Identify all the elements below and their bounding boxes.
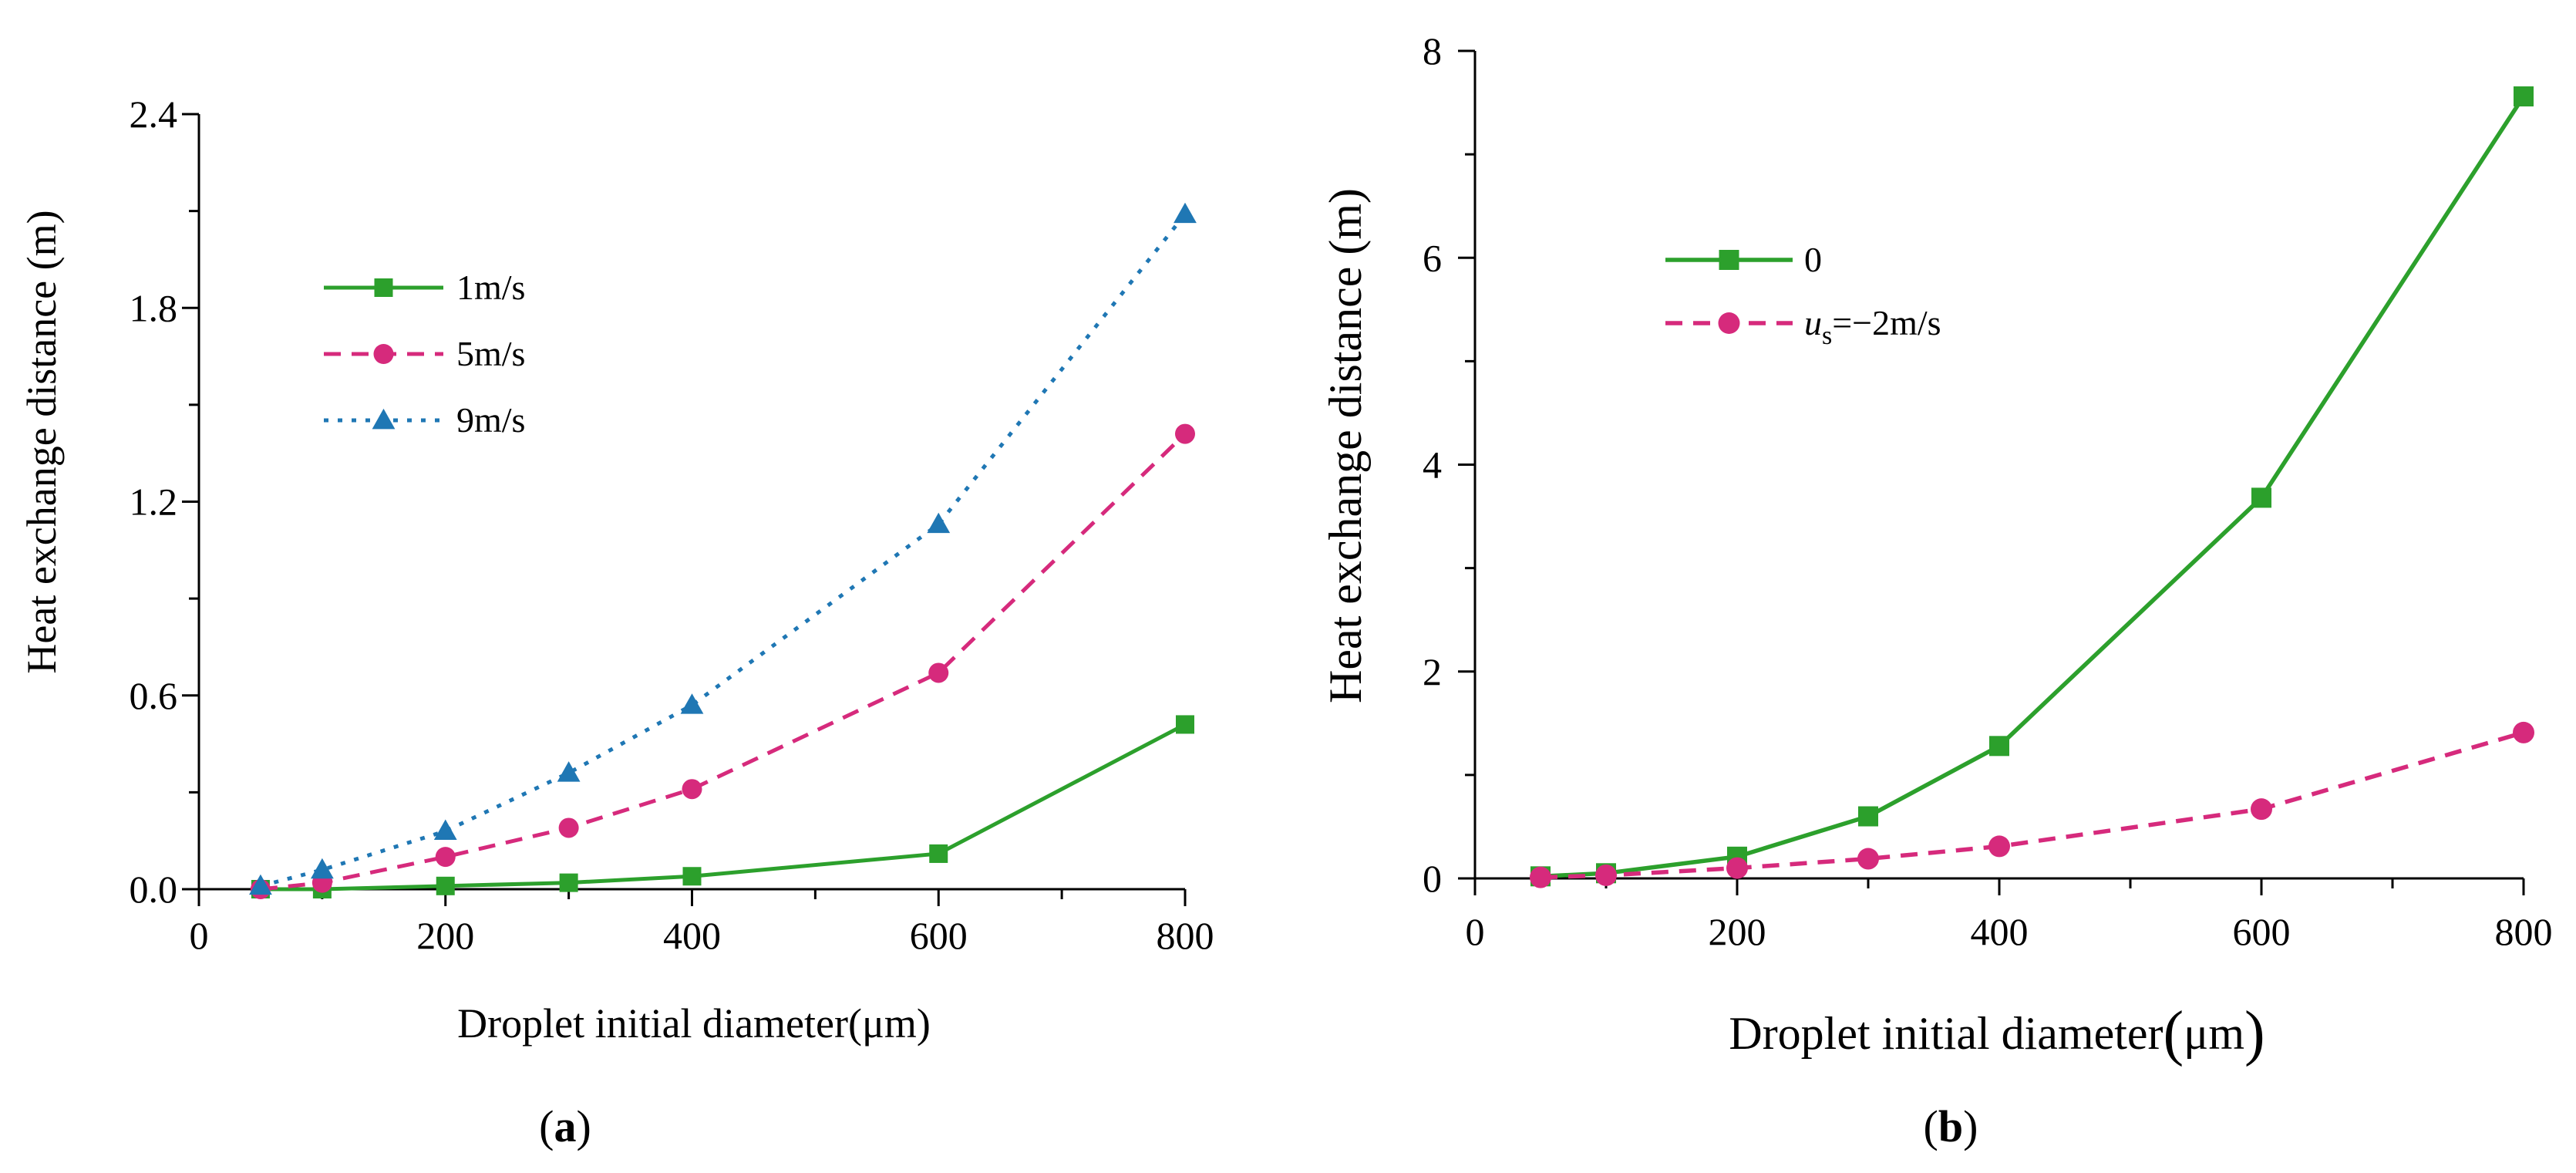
legend-label-main: 5m/s	[456, 334, 525, 373]
chart-b-series-1-point	[1989, 736, 2009, 757]
chart-b-series-2-point	[1857, 848, 1879, 870]
chart-a-y-tick-label: 0.0	[130, 868, 178, 911]
chart-a-series-3-point	[557, 761, 581, 782]
chart-a-ylabel: Heat exchange distance (m)	[19, 210, 65, 673]
chart-b-xlabel-unit: μm	[2184, 1008, 2244, 1059]
chart-a-series-2-point	[435, 847, 456, 868]
chart-a-x-tick-label: 0	[190, 914, 209, 957]
chart-a: 0 200 400 600 800 0.0 0.6 1.2 1.8 2.4 Heat exchan…	[19, 93, 1214, 1151]
chart-a-series-3-point	[249, 874, 272, 895]
chart-a-y-tick-label: 2.4	[130, 93, 178, 136]
chart-b: 0 200 400 600 800 0 2 4 6 8 Heat exchange distanc…	[1320, 29, 2553, 1151]
chart-b-series-1-point	[2251, 487, 2271, 508]
chart-b-y-tick-label: 0	[1423, 857, 1442, 900]
chart-a-series	[249, 202, 1197, 899]
chart-a-series-2-point	[558, 817, 579, 838]
chart-a-series-3-point	[1174, 202, 1197, 224]
chart-b-series	[1530, 86, 2534, 888]
chart-b-xlabel-paren-close: )	[2244, 999, 2265, 1067]
chart-a-caption: (a)	[539, 1101, 591, 1151]
legend-label-main: 9m/s	[456, 400, 525, 440]
chart-b-xlabel-paren-open: (	[2164, 999, 2184, 1067]
chart-a-x-tick-label: 400	[663, 914, 721, 957]
chart-b-series-2-point	[1595, 864, 1617, 886]
chart-a-series-1-point	[682, 867, 702, 886]
chart-b-series-2-point	[1530, 866, 1551, 888]
chart-a-y-tick-label: 1.2	[130, 480, 178, 524]
chart-a-series-3-point	[680, 693, 704, 714]
chart-a-axes: 0 200 400 600 800 0.0 0.6 1.2 1.8 2.4	[130, 93, 1214, 957]
chart-b-series-1-point	[2514, 86, 2534, 107]
chart-a-series-line-2	[260, 432, 1187, 892]
chart-a-series-2-point	[682, 779, 702, 800]
chart-a-series-3-point	[927, 512, 951, 534]
chart-a-legend-marker-2	[373, 344, 394, 364]
chart-a-series-1-point	[559, 873, 578, 892]
chart-b-legend-label-2: us=−2m/s	[1804, 303, 1941, 350]
chart-a-caption-letter: a	[554, 1101, 577, 1151]
chart-b-series-line-1	[1540, 95, 2526, 879]
chart-b-x-tick-label: 0	[1466, 910, 1485, 953]
legend-label-subscript: s	[1822, 322, 1832, 350]
chart-a-legend-label-2: 5m/s	[456, 334, 525, 373]
chart-a-y-tick-label: 1.8	[130, 286, 178, 329]
chart-b-legend-label-1: 0	[1804, 240, 1822, 279]
legend-label-suffix: =−2m/s	[1832, 303, 1941, 342]
chart-a-y-tick-label: 0.6	[130, 674, 178, 717]
chart-a-series-line-1	[260, 723, 1187, 892]
chart-b-x-tick-label: 600	[2233, 910, 2291, 953]
chart-b-axes: 0 200 400 600 800 0 2 4 6 8	[1423, 29, 2553, 953]
chart-b-ylabel: Heat exchange distance (m)	[1320, 188, 1371, 703]
chart-a-series-3-point	[310, 858, 334, 879]
legend-label-main: 1m/s	[456, 268, 525, 307]
chart-a-series-2-point	[1175, 423, 1195, 444]
chart-a-x-tick-label: 200	[416, 914, 474, 957]
chart-a-series-1-point	[929, 844, 948, 863]
chart-a-series-2-point	[928, 662, 949, 683]
chart-a-series-1-point	[436, 876, 455, 895]
chart-a-legend-label-3: 9m/s	[456, 400, 525, 440]
chart-a-legend-label-1: 1m/s	[456, 268, 525, 307]
chart-b-caption: (b)	[1924, 1101, 1978, 1151]
chart-b-legend-marker-2	[1718, 312, 1740, 334]
chart-a-legend: 1m/s 5m/s 9m/s	[324, 268, 525, 440]
chart-b-series-2-point	[1726, 857, 1748, 879]
chart-b-series-2-point	[1988, 835, 2010, 858]
legend-label-main: u	[1804, 303, 1822, 342]
chart-a-legend-marker-3	[372, 408, 396, 430]
chart-b-legend-marker-1	[1719, 250, 1739, 270]
chart-a-series-3-point	[433, 819, 457, 840]
chart-b-xlabel-text: Droplet initial diameter	[1729, 1008, 2163, 1059]
chart-b-y-tick-label: 8	[1423, 29, 1442, 72]
chart-a-xlabel: Droplet initial diameter(μm)	[457, 1000, 931, 1047]
chart-b-x-tick-label: 400	[1971, 910, 2029, 953]
chart-b-y-tick-label: 4	[1423, 443, 1442, 487]
chart-b-y-tick-label: 6	[1423, 236, 1442, 279]
chart-b-series-line-2	[1540, 730, 2524, 880]
chart-b-x-tick-label: 200	[1709, 910, 1766, 953]
chart-b-y-tick-label: 2	[1423, 650, 1442, 693]
chart-a-x-tick-label: 800	[1157, 914, 1214, 957]
chart-a-x-tick-label: 600	[910, 914, 968, 957]
chart-b-series-1-point	[1858, 806, 1878, 827]
chart-b-x-tick-label: 800	[2495, 910, 2553, 953]
chart-b-series-2-point	[2513, 721, 2534, 743]
legend-label-main: 0	[1804, 240, 1822, 279]
chart-b-legend: 0 us=−2m/s	[1665, 240, 1941, 350]
chart-b-caption-letter: b	[1938, 1101, 1963, 1151]
chart-b-xlabel: Droplet initial diameter(μm)	[1729, 999, 2265, 1067]
chart-a-legend-marker-1	[374, 278, 393, 297]
chart-b-series-2-point	[2251, 798, 2272, 821]
chart-a-series-1-point	[1176, 715, 1194, 734]
chart-a-series-line-3	[260, 213, 1187, 888]
